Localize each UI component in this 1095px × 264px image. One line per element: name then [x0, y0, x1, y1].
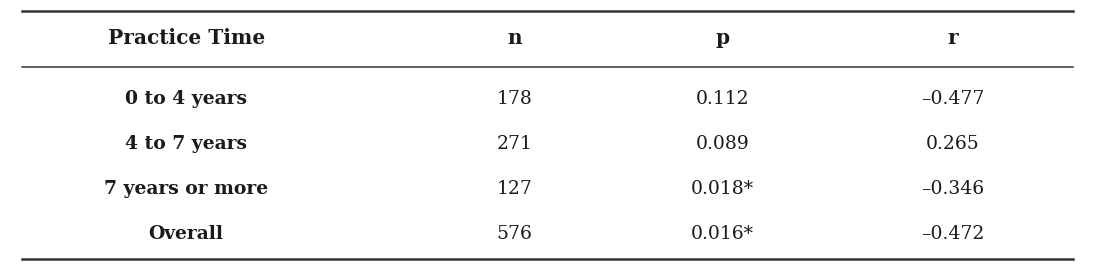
Text: Practice Time: Practice Time: [107, 28, 265, 48]
Text: 0 to 4 years: 0 to 4 years: [125, 90, 247, 108]
Text: –0.346: –0.346: [921, 180, 984, 198]
Text: 7 years or more: 7 years or more: [104, 180, 268, 198]
Text: 178: 178: [497, 90, 532, 108]
Text: 0.112: 0.112: [696, 90, 749, 108]
Text: 576: 576: [497, 225, 532, 243]
Text: 0.018*: 0.018*: [691, 180, 754, 198]
Text: p: p: [716, 28, 729, 48]
Text: Overall: Overall: [149, 225, 223, 243]
Text: 127: 127: [497, 180, 532, 198]
Text: 4 to 7 years: 4 to 7 years: [125, 135, 247, 153]
Text: r: r: [947, 28, 958, 48]
Text: 0.016*: 0.016*: [691, 225, 754, 243]
Text: –0.472: –0.472: [921, 225, 984, 243]
Text: 0.089: 0.089: [695, 135, 750, 153]
Text: 0.265: 0.265: [925, 135, 980, 153]
Text: n: n: [507, 28, 522, 48]
Text: 271: 271: [497, 135, 532, 153]
Text: –0.477: –0.477: [921, 90, 984, 108]
